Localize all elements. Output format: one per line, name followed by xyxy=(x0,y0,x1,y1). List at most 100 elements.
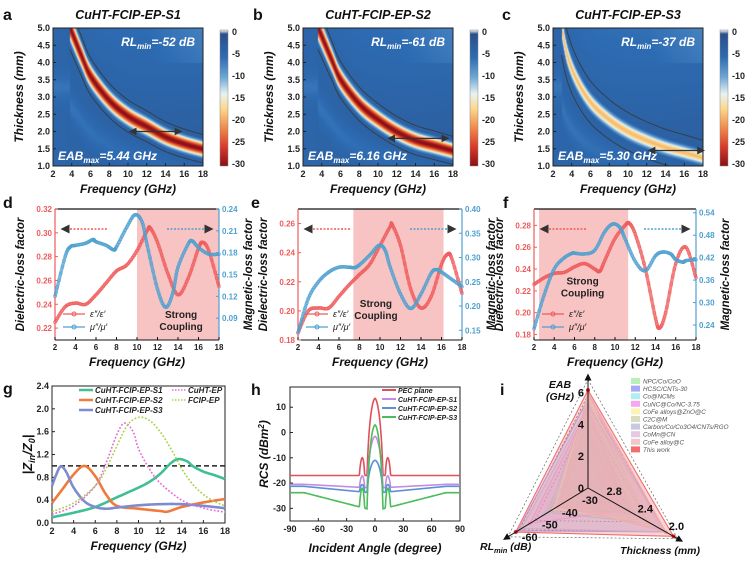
y-tick-label: 4.0 xyxy=(37,58,50,68)
y-tick-label: 0.4 xyxy=(36,495,49,505)
y-tick-label-right: 0.12 xyxy=(222,292,238,301)
data-point xyxy=(158,295,162,299)
radar-grid xyxy=(549,435,632,513)
strong-coupling-label-2: Coupling xyxy=(159,322,202,333)
data-point xyxy=(662,315,667,319)
data-point xyxy=(372,255,376,259)
legend-swatch xyxy=(631,400,640,407)
label-part: (dB) xyxy=(507,541,531,553)
heatmap-canvas xyxy=(303,28,453,166)
y-axis-label-right: Magnetic-loss factor xyxy=(486,218,498,330)
y-tick-label: 1.0 xyxy=(37,161,50,171)
contour-lower xyxy=(560,54,669,167)
data-point xyxy=(210,252,214,257)
data-point xyxy=(398,243,403,248)
x-axis-label: Frequency (GHz) xyxy=(567,355,663,369)
data-point xyxy=(622,234,626,239)
legend-marker-eps xyxy=(314,311,320,317)
x-tick-label: 8 xyxy=(107,169,112,179)
x-axis-label: Frequency (GHz) xyxy=(580,182,676,196)
x-tick-label: 8 xyxy=(593,343,598,352)
data-point xyxy=(155,287,160,291)
y-axis-label: Thickness (mm) xyxy=(262,51,276,142)
y-tick-label: 3.0 xyxy=(37,92,50,102)
colorbar-tick-label: -15 xyxy=(232,93,245,103)
y-axis-label-right: Magnetic-loss factor xyxy=(720,218,732,330)
legend-swatch xyxy=(631,393,640,400)
data-point xyxy=(601,262,605,267)
eab-tick-label: 2 xyxy=(578,451,584,463)
data-point xyxy=(401,255,406,259)
eab-max-annotation: EABmax=6.16 GHz xyxy=(308,149,407,165)
y-tick-label-right: 0.18 xyxy=(222,249,238,258)
data-point xyxy=(60,308,64,313)
data-point xyxy=(692,268,696,272)
rl-min-annotation: RLmin=-61 dB xyxy=(371,35,445,51)
radar-panel: 0 2 4 6 2.8 2.4 2.0 -30 -40 -50 -60 EAB(GHz) Thickne… xyxy=(480,373,729,557)
data-point xyxy=(661,250,666,254)
data-point xyxy=(184,279,189,284)
data-point xyxy=(177,261,182,266)
data-point xyxy=(672,267,677,271)
data-point xyxy=(639,250,643,254)
data-point xyxy=(398,292,403,296)
data-point xyxy=(648,263,652,268)
panel-label-d: d xyxy=(3,195,13,212)
data-point xyxy=(149,262,154,266)
x-tick-label: 18 xyxy=(198,169,208,179)
heatmap-panel-b: CuHT-FCIP-EP-S2 2 4 6 8 10 12 14 16 18 1.0 1.5 2.0 2.… xyxy=(262,8,495,196)
rl-sub: min xyxy=(137,42,151,51)
chart-title: CuHT-FCIP-EP-S2 xyxy=(325,8,431,22)
y-tick-label: 2.0 xyxy=(287,127,300,137)
data-point xyxy=(298,323,302,327)
data-point xyxy=(117,240,121,245)
data-point xyxy=(600,264,605,269)
x-tick-label: 6 xyxy=(93,526,98,536)
x-tick-label: 14 xyxy=(651,343,660,352)
strong-coupling-label-1: Strong xyxy=(165,310,197,321)
data-point xyxy=(410,291,415,296)
y-tick-label: 4.5 xyxy=(537,40,550,50)
eab-value: =5.44 GHz xyxy=(99,149,157,163)
y-tick-label-right: 0.36 xyxy=(699,276,715,285)
y-label-part: RCS (dBm xyxy=(257,428,271,488)
data-point xyxy=(694,257,698,262)
x-tick-label: -90 xyxy=(283,524,296,534)
x-tick-label: 2 xyxy=(300,169,305,179)
data-point xyxy=(168,279,173,284)
data-point xyxy=(539,303,543,307)
colorbar-tick-label: -25 xyxy=(482,137,495,147)
data-point xyxy=(180,254,185,258)
x-tick-label: 6 xyxy=(337,343,342,352)
data-point xyxy=(182,250,186,255)
y-tick-label-left: 0.18 xyxy=(279,336,295,345)
data-point xyxy=(546,280,551,285)
heatmap-raster xyxy=(553,28,703,166)
y-tick-label: 1.6 xyxy=(36,427,49,437)
data-point xyxy=(690,262,695,267)
data-point xyxy=(611,239,616,244)
x-tick-label: 16 xyxy=(437,343,446,352)
data-point xyxy=(628,250,633,254)
colorbar-tick-label: 0 xyxy=(232,27,237,37)
x-tick-label: 8 xyxy=(607,169,612,179)
data-point xyxy=(620,231,625,235)
colorbar xyxy=(219,29,229,167)
data-point xyxy=(148,255,152,259)
data-point xyxy=(394,232,399,236)
radar-series xyxy=(559,413,636,516)
rl-min-annotation: RLmin=-37 dB xyxy=(621,35,695,51)
x-tick-label: 4 xyxy=(319,169,324,179)
data-point xyxy=(156,291,161,296)
x-tick-label: 6 xyxy=(94,343,99,352)
x-tick-label: 18 xyxy=(215,343,224,352)
x-tick-label: 4 xyxy=(552,343,557,352)
series-line xyxy=(50,465,226,511)
data-point xyxy=(118,237,123,242)
eab-sub: max xyxy=(83,156,100,165)
colorbar-tick-label: -30 xyxy=(482,159,495,169)
y-tick-label-right: 0.20 xyxy=(465,302,481,311)
data-point xyxy=(161,258,165,262)
colorbar-tick-label: -20 xyxy=(732,115,745,125)
data-point xyxy=(136,246,141,250)
